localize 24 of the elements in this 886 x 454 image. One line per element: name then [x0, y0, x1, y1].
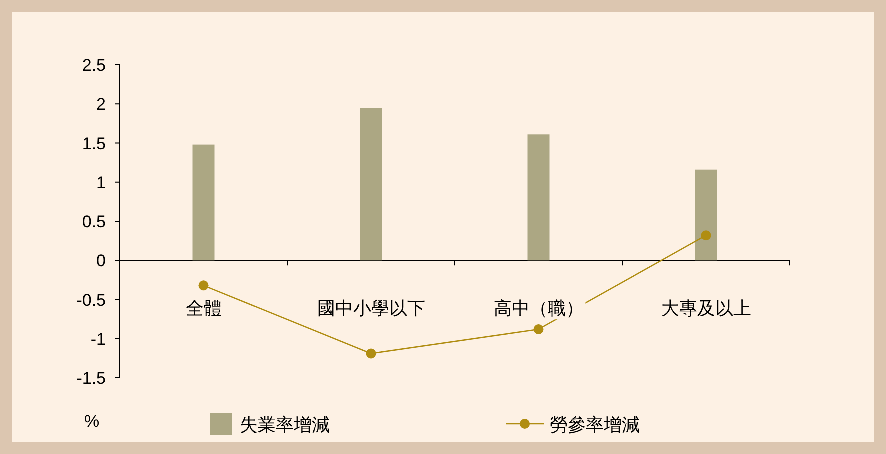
legend-label: 失業率增減: [240, 415, 330, 435]
bar: [695, 170, 718, 261]
bar: [192, 144, 215, 261]
y-tick-label: 0: [96, 252, 106, 271]
x-tick-label: 國中小學以下: [317, 298, 426, 319]
y-tick-label: -1: [90, 330, 106, 349]
y-tick-label: 0.5: [82, 212, 106, 232]
point: [366, 348, 376, 359]
point: [701, 230, 712, 241]
y-tick-label: 2: [96, 95, 106, 114]
point: [198, 280, 209, 291]
point: [534, 324, 544, 334]
y-tick-label: -1.5: [76, 369, 106, 388]
bar: [528, 134, 550, 261]
bar: [360, 108, 382, 261]
y-tick-label: 2.5: [82, 56, 106, 75]
x-tick-label: 全體: [186, 298, 222, 319]
legend-label: 勞參率增減: [550, 415, 640, 435]
y-tick-label: 1.5: [82, 134, 106, 154]
y-tick-label: 1: [96, 173, 106, 192]
y-tick-label: -0.5: [76, 290, 106, 310]
x-tick-label: 大專及以上: [661, 298, 752, 319]
x-tick-label: 高中（職）: [494, 298, 584, 319]
y-axis-title: %: [84, 412, 100, 431]
